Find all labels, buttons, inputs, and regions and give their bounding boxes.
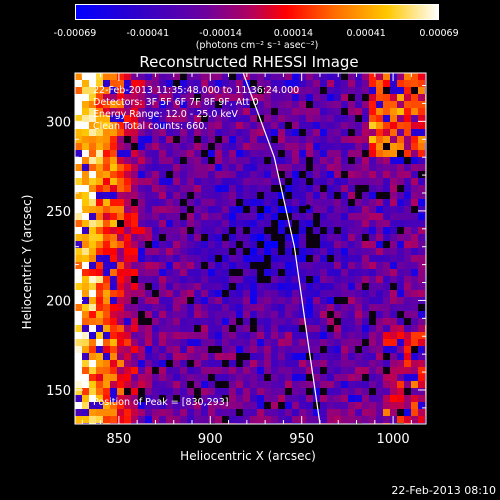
colorbar-tick-label: 0.00069 [419,28,459,39]
x-tick-label: 850 [106,432,131,447]
x-tick-label: 1000 [377,432,410,447]
x-tick-label: 950 [289,432,314,447]
annotation-energy: Energy Range: 12.0 - 25.0 keV [93,109,238,120]
colorbar-tick-label: 0.00014 [273,28,314,39]
colorbar-unit-label: (photons cm⁻² s⁻¹ asec⁻²) [195,40,319,51]
heatmap-pixels [75,73,426,424]
y-axis-label: Heliocentric Y (arcsec) [20,194,34,330]
colorbar-tick-label: 0.00041 [346,28,386,39]
annotation-method: Clean Total counts: 660. [93,121,208,132]
x-tick-label: 900 [198,432,223,447]
solar-limb-curve [242,72,321,425]
colorbar-tick-label: -0.00014 [199,28,242,39]
y-tick-label: 150 [46,384,71,399]
annotation-peak: Position of Peak = [830,293] [93,397,229,408]
footer-timestamp: 22-Feb-2013 08:10 [391,484,496,497]
peak-marker [305,204,311,210]
y-tick-label: 200 [46,294,71,309]
chart-title: Reconstructed RHESSI Image [139,53,359,71]
colorbar [75,4,439,20]
x-axis-label: Heliocentric X (arcsec) [180,449,316,463]
annotation-detectors: Detectors: 3F 5F 6F 7F 8F 9F, Att 0 [93,97,259,108]
y-tick-label: 300 [46,115,71,130]
annotation-time: 22-Feb-2013 11:35:48.000 to 11:36:24.000 [93,85,300,96]
y-tick-label: 250 [46,205,71,220]
plot-frame [74,72,427,425]
colorbar-tick-label: -0.00041 [126,28,170,39]
colorbar-tick-label: -0.00069 [53,28,97,39]
